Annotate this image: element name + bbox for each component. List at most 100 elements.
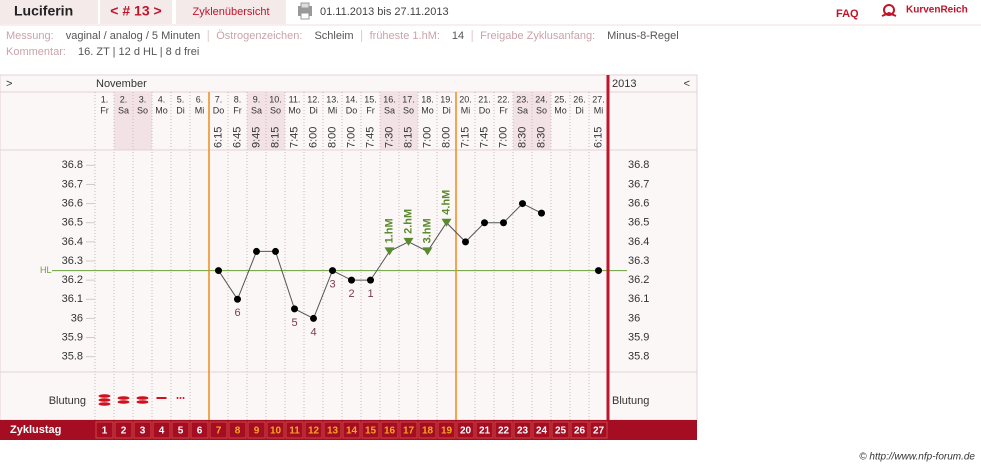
measure-time: 8:15 [402,127,414,148]
weekend-shade [513,92,532,150]
hm-label: 2.hM [402,209,414,234]
hm-marker [384,247,395,256]
weekend-shade [399,92,418,150]
day-number: 5. [177,94,185,104]
weekday: Fr [233,105,242,115]
measure-time: 7:00 [497,127,509,148]
y-tick-label: 36.5 [62,217,83,229]
cycle-day: 20 [460,426,472,437]
cycle-cell [570,421,589,439]
day-number: 3. [139,94,147,104]
cycle-nav[interactable]: < # 13 > [110,3,161,19]
faq-link[interactable]: FAQ [836,8,859,20]
day-number: 27. [592,94,605,104]
temperature-point [291,305,298,313]
cycle-day: 6 [197,426,203,437]
y-tick-label: 36.6 [62,197,83,209]
day-number: 18. [421,94,434,104]
cycle-cell [380,421,399,439]
day-number: 17. [402,94,415,104]
brand-icon [881,4,897,17]
copyright: © http://www.nfp-forum.de [859,452,975,463]
cycle-day: 7 [216,426,222,437]
cycle-day: 17 [403,426,415,437]
info-line: Messung: vaginal / analog / 5 Minuten Östr… [6,30,679,42]
comment-label: Kommentar: [6,46,66,58]
cycle-cell [152,421,171,439]
day-number: 16. [383,94,396,104]
weekday: So [270,105,281,115]
day-number: 9. [253,94,261,104]
day-number: 20. [459,94,472,104]
cycle-cell [532,421,551,439]
bleeding-dot [176,397,179,399]
brand[interactable]: KurvenReich [906,5,968,16]
cycle-day: 25 [555,426,567,437]
day-number: 8. [234,94,242,104]
weekday: Do [346,105,358,115]
point-label: 2 [348,288,354,300]
bleeding-oval [136,400,149,404]
y2-tick-label: 36.4 [628,236,649,248]
weekday: Di [176,105,185,115]
y-tick-label: 36.3 [62,255,83,267]
temperature-point [538,209,545,217]
year: 2013 [612,78,636,90]
weekday: Fr [499,105,508,115]
measure-time: 7:45 [364,127,376,148]
measure-time: 7:15 [459,127,471,148]
day-number: 25. [554,94,567,104]
weekend-shade [114,92,133,150]
overview-link[interactable]: Zyklenübersicht [192,6,269,18]
weekday: Mi [328,105,338,115]
hm-label: 4.hM [440,190,452,215]
cycle-day: 15 [365,426,377,437]
print-icon[interactable] [298,2,312,20]
bleeding-dash [156,397,167,399]
cycle-day: 27 [593,426,605,437]
cycle-day: 26 [574,426,586,437]
y-tick-label: 36.7 [62,178,83,190]
hm-marker [441,218,452,227]
temperature-point [500,219,507,227]
day-number: 12. [307,94,320,104]
y2-tick-label: 36.6 [628,197,649,209]
point-label: 1 [367,288,373,300]
cycle-cell [399,421,418,439]
weekday: Sa [384,105,395,115]
info-value: 14 [452,30,464,42]
y-tick-label: 35.9 [62,331,83,343]
name-box [0,0,98,24]
day-number: 11. [289,94,301,104]
cycle-cell [114,421,133,439]
temperature-point [329,267,336,275]
day-number: 21. [478,94,491,104]
cycle-cell [513,421,532,439]
y2-tick-label: 36.3 [628,255,649,267]
cycle-bar [0,420,697,440]
temperature-point [234,295,241,303]
day-number: 15. [364,94,377,104]
temperature-point [215,267,222,275]
point-label: 5 [291,317,297,329]
measure-time: 8:30 [535,127,547,148]
measure-time: 6:00 [307,127,319,148]
cycle-cell [247,421,266,439]
y2-tick-label: 36.5 [628,217,649,229]
measure-time: 7:45 [478,127,490,148]
hm-marker [403,237,414,246]
cycle-day: 8 [235,426,241,437]
cycle-day: 3 [140,426,146,437]
bleeding-dot [182,397,185,399]
cycle-day: 21 [479,426,491,437]
measure-time: 8:15 [269,127,281,148]
measure-time: 7:30 [383,127,395,148]
day-number: 6. [196,94,204,104]
info-value: Minus-8-Regel [607,30,679,42]
cycle-day: 1 [102,426,108,437]
weekday: Do [213,105,225,115]
temperature-point [310,314,317,322]
user-name: Luciferin [14,3,73,19]
y2-tick-label: 36 [628,312,640,324]
